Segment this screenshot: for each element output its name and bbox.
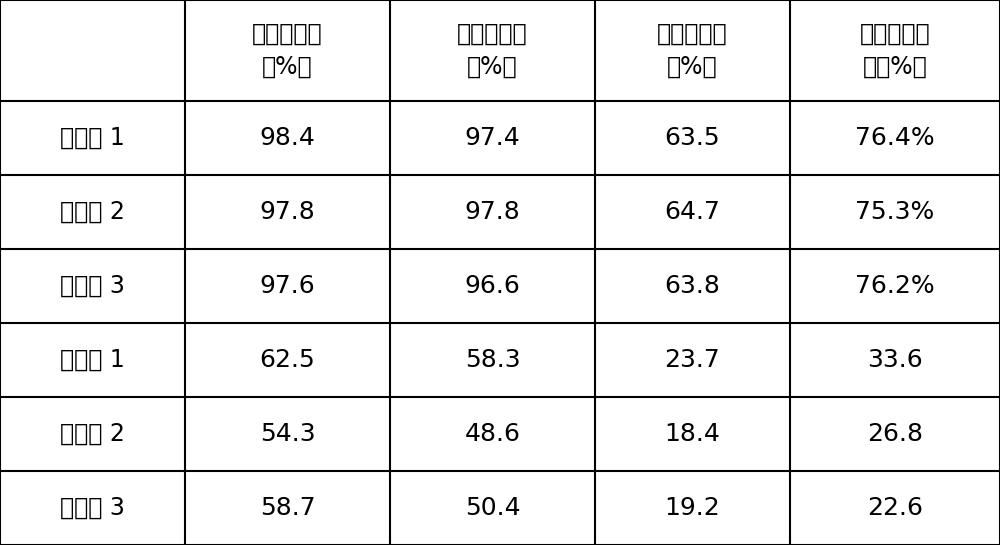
Text: 18.4: 18.4	[665, 422, 720, 446]
Text: 97.8: 97.8	[465, 200, 520, 224]
Text: 对比例 3: 对比例 3	[60, 496, 125, 520]
Text: 19.2: 19.2	[665, 496, 720, 520]
Text: 实施例 1: 实施例 1	[60, 126, 125, 150]
Text: 油脂降解率
（%）: 油脂降解率 （%）	[657, 22, 728, 79]
Text: 98.4: 98.4	[260, 126, 315, 150]
Text: 22.6: 22.6	[867, 496, 923, 520]
Text: 64.7: 64.7	[665, 200, 720, 224]
Text: 淀粉降解率
（%）: 淀粉降解率 （%）	[457, 22, 528, 79]
Text: 63.5: 63.5	[665, 126, 720, 150]
Text: 63.8: 63.8	[665, 274, 720, 298]
Text: 蛋白降解率
（%）: 蛋白降解率 （%）	[252, 22, 323, 79]
Text: 97.6: 97.6	[260, 274, 315, 298]
Text: 48.6: 48.6	[464, 422, 520, 446]
Text: 76.2%: 76.2%	[855, 274, 935, 298]
Text: 实施例 2: 实施例 2	[60, 200, 125, 224]
Text: 纤维素降解
率（%）: 纤维素降解 率（%）	[860, 22, 930, 79]
Text: 62.5: 62.5	[260, 348, 315, 372]
Text: 54.3: 54.3	[260, 422, 315, 446]
Text: 97.4: 97.4	[465, 126, 520, 150]
Text: 实施例 3: 实施例 3	[60, 274, 125, 298]
Text: 对比例 1: 对比例 1	[60, 348, 125, 372]
Text: 33.6: 33.6	[867, 348, 923, 372]
Text: 75.3%: 75.3%	[855, 200, 935, 224]
Text: 26.8: 26.8	[867, 422, 923, 446]
Text: 58.3: 58.3	[465, 348, 520, 372]
Text: 对比例 2: 对比例 2	[60, 422, 125, 446]
Text: 50.4: 50.4	[465, 496, 520, 520]
Text: 58.7: 58.7	[260, 496, 315, 520]
Text: 23.7: 23.7	[665, 348, 720, 372]
Text: 96.6: 96.6	[465, 274, 520, 298]
Text: 76.4%: 76.4%	[855, 126, 935, 150]
Text: 97.8: 97.8	[260, 200, 315, 224]
